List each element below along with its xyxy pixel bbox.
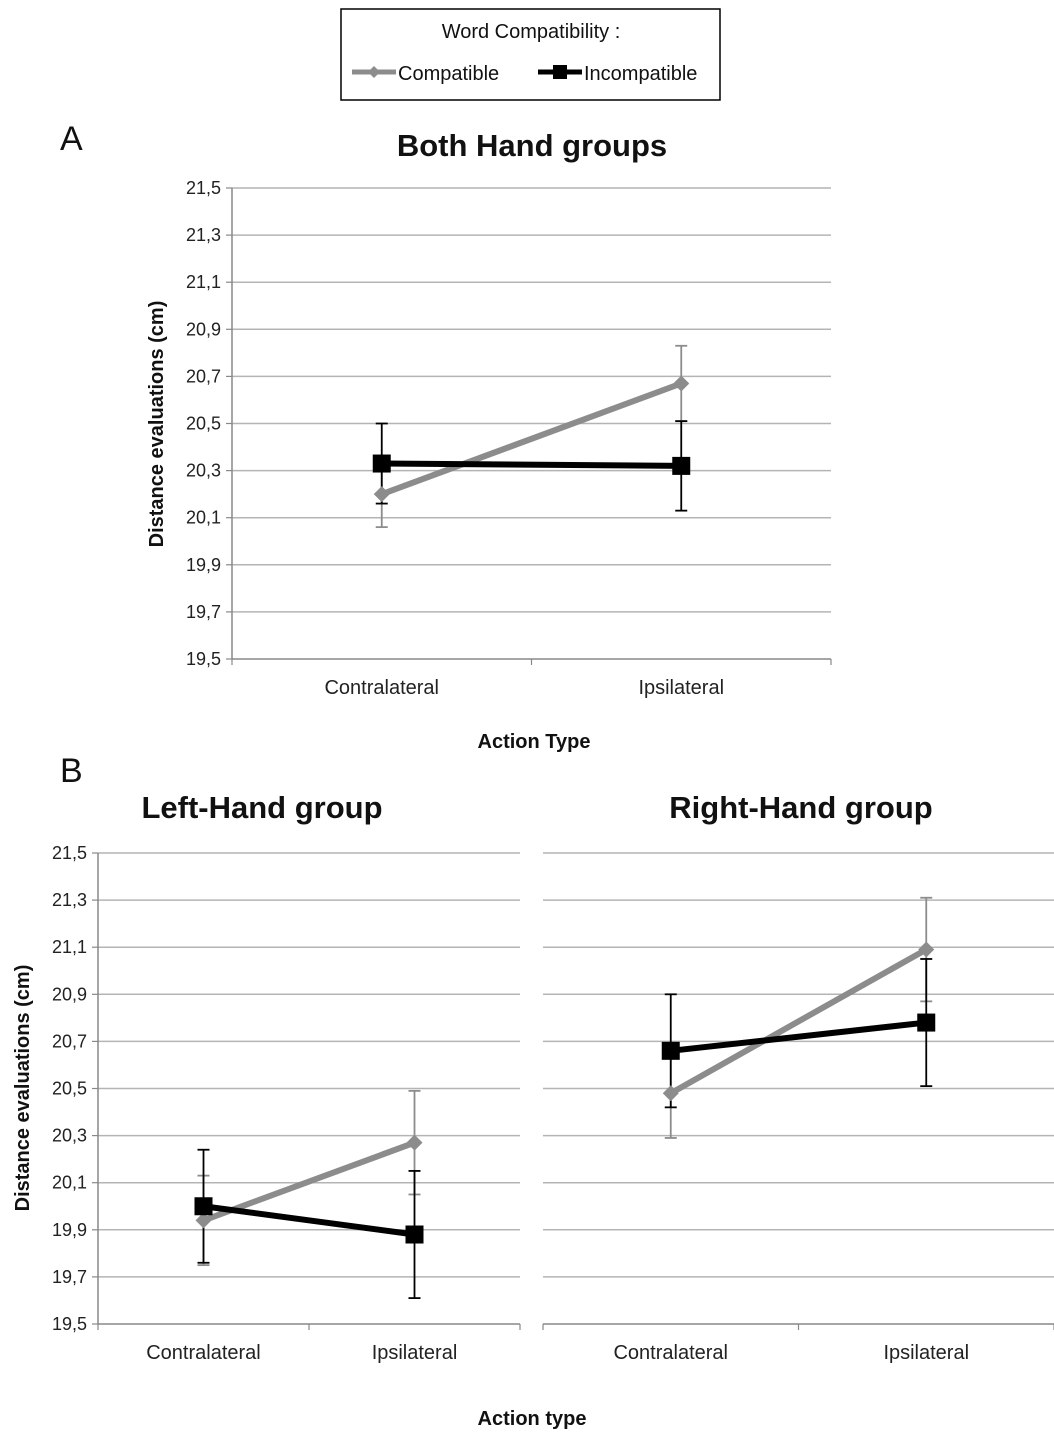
y-tick-label: 20,1 [186,508,221,528]
y-tick-label: 19,5 [186,649,221,669]
series-line-incompatible [381,460,682,469]
legend-incompatible-square-icon [553,65,567,79]
chart-right-hand-group: Right-Hand group Contralateral Ipsilatera… [542,790,1054,1364]
y-axis-title: Distance evaluations (cm) [146,301,168,548]
chart-title: Both Hand groups [397,128,667,163]
data-point-compatible [673,375,690,392]
legend-compatible-diamond-icon [368,66,380,78]
chart-title: Left-Hand group [141,790,382,825]
series-line-compatible [669,946,928,1096]
data-point-incompatible [661,1041,680,1060]
y-tick-label: 20,7 [52,1031,87,1051]
y-tick-label: 19,5 [52,1314,87,1334]
legend: Word Compatibility : Compatible Incompat… [340,8,721,101]
data-point-incompatible [372,454,391,473]
legend-compatible-label: Compatible [398,63,499,85]
legend-title: Word Compatibility : [442,21,621,43]
y-tick-label: 20,7 [186,366,221,386]
x-tick-label: Ipsilateral [883,1342,969,1364]
chart-left-hand-group: Left-Hand group Distance evaluations (cm… [12,790,521,1364]
data-point-incompatible [405,1225,424,1244]
x-tick-label: Contralateral [146,1342,261,1364]
panel-letter-b: B [60,752,83,790]
data-point-compatible [918,941,935,958]
data-point-incompatible [917,1013,936,1032]
data-point-compatible [406,1134,423,1151]
y-tick-label: 19,9 [186,555,221,575]
y-tick-label: 20,9 [186,319,221,339]
y-tick-label: 19,9 [52,1220,87,1240]
legend-entry-incompatible: Incompatible [538,63,697,85]
y-tick-label: 21,1 [186,272,221,292]
y-tick-label: 20,9 [52,984,87,1004]
x-axis-title-shared: Action type [478,1408,587,1430]
panel-letter-a: A [60,120,83,158]
y-tick-label: 21,3 [52,890,87,910]
y-tick-label: 20,5 [186,414,221,434]
y-tick-label: 20,5 [52,1079,87,1099]
x-tick-label: Ipsilateral [372,1342,458,1364]
series-line-incompatible [203,1203,415,1238]
y-tick-label: 20,3 [186,461,221,481]
series-line-compatible [202,1139,416,1224]
y-tick-label: 20,3 [52,1126,87,1146]
y-axis-title: Distance evaluations (cm) [12,965,34,1212]
y-tick-label: 19,7 [52,1267,87,1287]
series-line-incompatible [670,1019,927,1054]
data-point-compatible [662,1085,679,1102]
x-tick-label: Ipsilateral [638,677,724,699]
y-tick-label: 19,7 [186,602,221,622]
legend-entry-compatible: Compatible [352,63,499,85]
series-line-compatible [380,380,683,497]
data-point-compatible [195,1212,212,1229]
legend-incompatible-label: Incompatible [584,63,697,85]
y-tick-label: 21,5 [186,178,221,198]
data-point-incompatible [672,456,691,475]
chart-title: Right-Hand group [669,790,932,825]
y-tick-label: 21,3 [186,225,221,245]
x-axis-title: Action Type [478,731,591,753]
y-tick-label: 21,1 [52,937,87,957]
chart-both-hand-groups: Both Hand groups Distance evaluations (c… [146,128,832,753]
y-tick-label: 20,1 [52,1173,87,1193]
legend-box [340,8,721,101]
x-tick-label: Contralateral [613,1342,728,1364]
y-tick-label: 21,5 [52,843,87,863]
x-tick-label: Contralateral [324,677,439,699]
data-point-compatible [373,486,390,503]
data-point-incompatible [194,1197,213,1216]
